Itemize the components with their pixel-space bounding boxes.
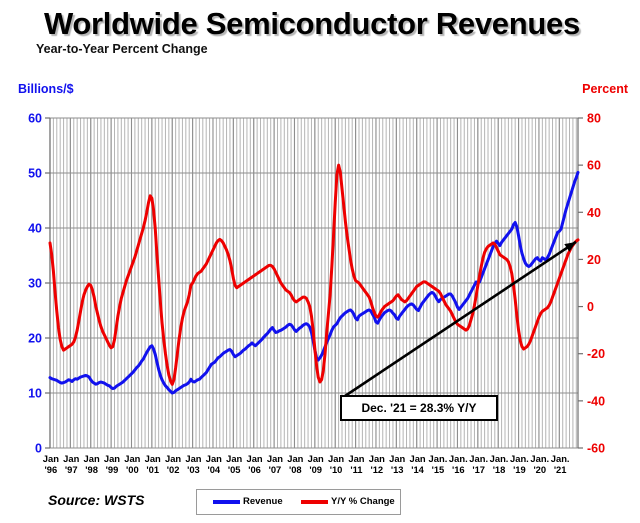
svg-text:Jan: Jan bbox=[369, 453, 385, 464]
legend-label-change: Y/Y % Change bbox=[331, 496, 395, 507]
svg-text:Jan.: Jan. bbox=[490, 453, 509, 464]
svg-text:Jan: Jan bbox=[185, 453, 201, 464]
svg-text:60: 60 bbox=[587, 159, 601, 173]
svg-text:'04: '04 bbox=[207, 464, 220, 475]
svg-text:30: 30 bbox=[28, 277, 42, 291]
svg-text:'09: '09 bbox=[309, 464, 322, 475]
svg-text:Jan: Jan bbox=[389, 453, 405, 464]
svg-text:'14: '14 bbox=[411, 464, 424, 475]
svg-text:Jan: Jan bbox=[308, 453, 324, 464]
svg-text:Jan: Jan bbox=[104, 453, 120, 464]
legend-swatch-change bbox=[301, 499, 328, 504]
svg-text:20: 20 bbox=[587, 253, 601, 267]
svg-text:'10: '10 bbox=[330, 464, 343, 475]
chart-legend: Revenue Y/Y % Change bbox=[196, 489, 401, 515]
svg-text:50: 50 bbox=[28, 167, 42, 181]
svg-text:'08: '08 bbox=[289, 464, 302, 475]
svg-text:Jan: Jan bbox=[165, 453, 181, 464]
page-title: Worldwide Semiconductor Revenues bbox=[44, 6, 580, 41]
svg-text:-20: -20 bbox=[587, 347, 605, 361]
legend-item-change: Y/Y % Change bbox=[301, 496, 395, 507]
svg-text:Jan.: Jan. bbox=[530, 453, 549, 464]
svg-text:Jan.: Jan. bbox=[449, 453, 468, 464]
svg-text:'18: '18 bbox=[493, 464, 506, 475]
svg-text:Jan: Jan bbox=[226, 453, 242, 464]
svg-text:Jan: Jan bbox=[328, 453, 344, 464]
svg-text:40: 40 bbox=[587, 206, 601, 220]
svg-text:Jan: Jan bbox=[206, 453, 222, 464]
svg-text:'97: '97 bbox=[65, 464, 78, 475]
svg-text:'19: '19 bbox=[513, 464, 526, 475]
svg-text:'05: '05 bbox=[228, 464, 241, 475]
svg-text:'11: '11 bbox=[350, 464, 362, 475]
svg-text:'98: '98 bbox=[85, 464, 98, 475]
svg-text:Jan: Jan bbox=[43, 453, 59, 464]
svg-text:Jan: Jan bbox=[145, 453, 161, 464]
svg-text:Jan: Jan bbox=[409, 453, 425, 464]
svg-text:'16: '16 bbox=[452, 464, 465, 475]
annotation-text: Dec. '21 = 28.3% Y/Y bbox=[361, 401, 477, 415]
svg-text:60: 60 bbox=[28, 112, 42, 126]
left-axis-caption: Billions/$ bbox=[18, 82, 74, 96]
svg-text:'02: '02 bbox=[167, 464, 180, 475]
source-label: Source: WSTS bbox=[48, 492, 145, 508]
svg-text:Jan: Jan bbox=[267, 453, 283, 464]
chart-subtitle: Year-to-Year Percent Change bbox=[36, 42, 208, 56]
svg-text:Jan: Jan bbox=[84, 453, 100, 464]
svg-text:'07: '07 bbox=[269, 464, 282, 475]
legend-item-revenue: Revenue bbox=[213, 496, 283, 507]
svg-text:'21: '21 bbox=[554, 464, 567, 475]
right-axis-caption: Percent bbox=[582, 82, 628, 96]
svg-text:'12: '12 bbox=[370, 464, 383, 475]
svg-text:'20: '20 bbox=[533, 464, 546, 475]
svg-text:0: 0 bbox=[587, 300, 594, 314]
svg-text:'99: '99 bbox=[106, 464, 119, 475]
svg-text:-40: -40 bbox=[587, 394, 605, 408]
svg-text:'96: '96 bbox=[45, 464, 58, 475]
svg-text:Jan: Jan bbox=[348, 453, 364, 464]
svg-text:Jan: Jan bbox=[124, 453, 140, 464]
svg-text:40: 40 bbox=[28, 222, 42, 236]
svg-text:Jan: Jan bbox=[247, 453, 263, 464]
svg-text:10: 10 bbox=[28, 387, 42, 401]
svg-text:'03: '03 bbox=[187, 464, 200, 475]
svg-text:Jan.: Jan. bbox=[510, 453, 529, 464]
svg-text:'17: '17 bbox=[472, 464, 485, 475]
svg-text:Jan.: Jan. bbox=[469, 453, 488, 464]
svg-text:'13: '13 bbox=[391, 464, 404, 475]
svg-text:Jan: Jan bbox=[287, 453, 303, 464]
svg-text:'00: '00 bbox=[126, 464, 139, 475]
svg-text:Jan.: Jan. bbox=[429, 453, 448, 464]
legend-label-revenue: Revenue bbox=[243, 496, 283, 507]
legend-swatch-revenue bbox=[213, 499, 240, 504]
svg-text:'15: '15 bbox=[432, 464, 445, 475]
svg-text:'06: '06 bbox=[248, 464, 261, 475]
svg-text:-60: -60 bbox=[587, 442, 605, 456]
svg-text:80: 80 bbox=[587, 112, 601, 126]
svg-text:0: 0 bbox=[35, 442, 42, 456]
svg-text:'01: '01 bbox=[146, 464, 159, 475]
svg-text:Jan.: Jan. bbox=[551, 453, 570, 464]
svg-text:20: 20 bbox=[28, 332, 42, 346]
annotation-callout: Dec. '21 = 28.3% Y/Y bbox=[340, 395, 498, 421]
svg-text:Jan: Jan bbox=[63, 453, 79, 464]
